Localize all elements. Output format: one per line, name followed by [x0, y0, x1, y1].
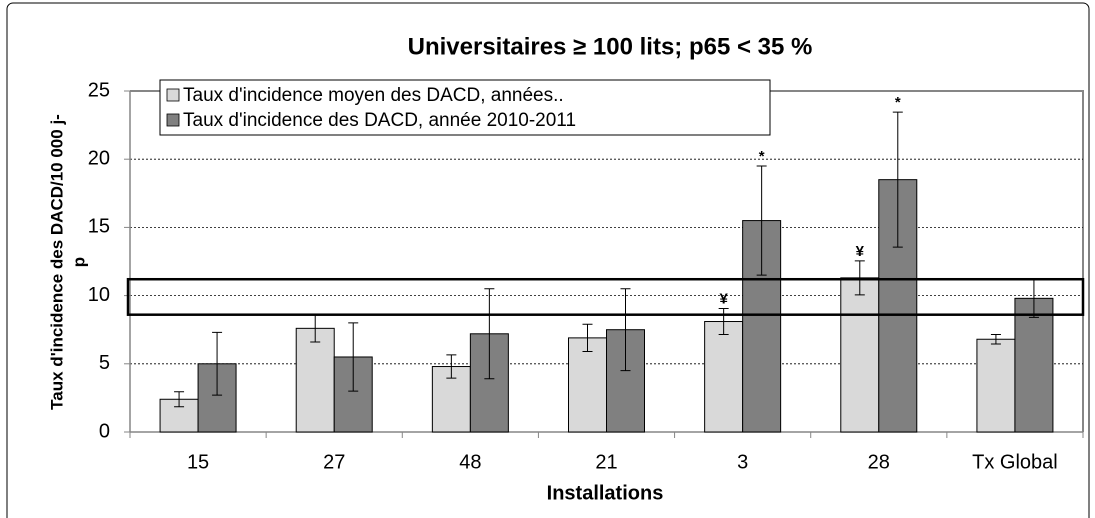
y-tick-label: 20 — [88, 147, 110, 169]
significance-marker: * — [759, 148, 765, 165]
error-bar — [892, 111, 903, 248]
x-axis-title: Installations — [547, 482, 664, 504]
bar — [1014, 297, 1054, 433]
y-tick-label: 15 — [88, 216, 110, 238]
y-axis-title: p — [69, 257, 88, 267]
legend-swatch — [166, 113, 180, 127]
y-tick-label: 0 — [99, 420, 110, 442]
error-bar — [212, 331, 223, 396]
bar — [976, 338, 1016, 433]
error-bar — [348, 322, 359, 392]
bar — [704, 321, 744, 433]
error-bar — [446, 354, 457, 379]
error-bar — [756, 165, 767, 276]
x-tick-label: 21 — [595, 451, 617, 473]
bar — [295, 327, 335, 433]
error-bar — [582, 323, 593, 353]
y-tick-label: 5 — [99, 352, 110, 374]
x-tick-label: 28 — [868, 451, 890, 473]
error-bar — [484, 288, 495, 380]
significance-marker: * — [895, 94, 901, 111]
x-tick-label: 15 — [187, 451, 209, 473]
chart-title: Universitaires ≥ 100 lits; p65 < 35 % — [408, 33, 813, 60]
x-tick-label: 27 — [323, 451, 345, 473]
x-tick-label: 3 — [737, 451, 748, 473]
error-bar — [854, 260, 865, 296]
x-tick-label: Tx Global — [972, 451, 1058, 473]
legend-box — [159, 79, 771, 136]
error-bar — [174, 391, 185, 408]
x-tick-label: 48 — [459, 451, 481, 473]
error-bar — [718, 308, 729, 335]
y-tick-label: 10 — [88, 284, 110, 306]
legend-swatch — [166, 88, 180, 102]
legend-label: Taux d'incidence des DACD, année 2010-20… — [183, 110, 576, 131]
significance-marker: ¥ — [856, 243, 865, 260]
legend-label: Taux d'incidence moyen des DACD, années.… — [183, 85, 564, 106]
y-tick-label: 25 — [88, 79, 110, 101]
y-axis-title: Taux d'incidence des DACD/10 000 j- — [47, 114, 66, 410]
error-bar — [990, 333, 1001, 345]
bar — [840, 277, 880, 433]
highlight-band — [126, 277, 1085, 316]
error-bar — [620, 288, 631, 372]
significance-marker: ¥ — [719, 291, 728, 308]
